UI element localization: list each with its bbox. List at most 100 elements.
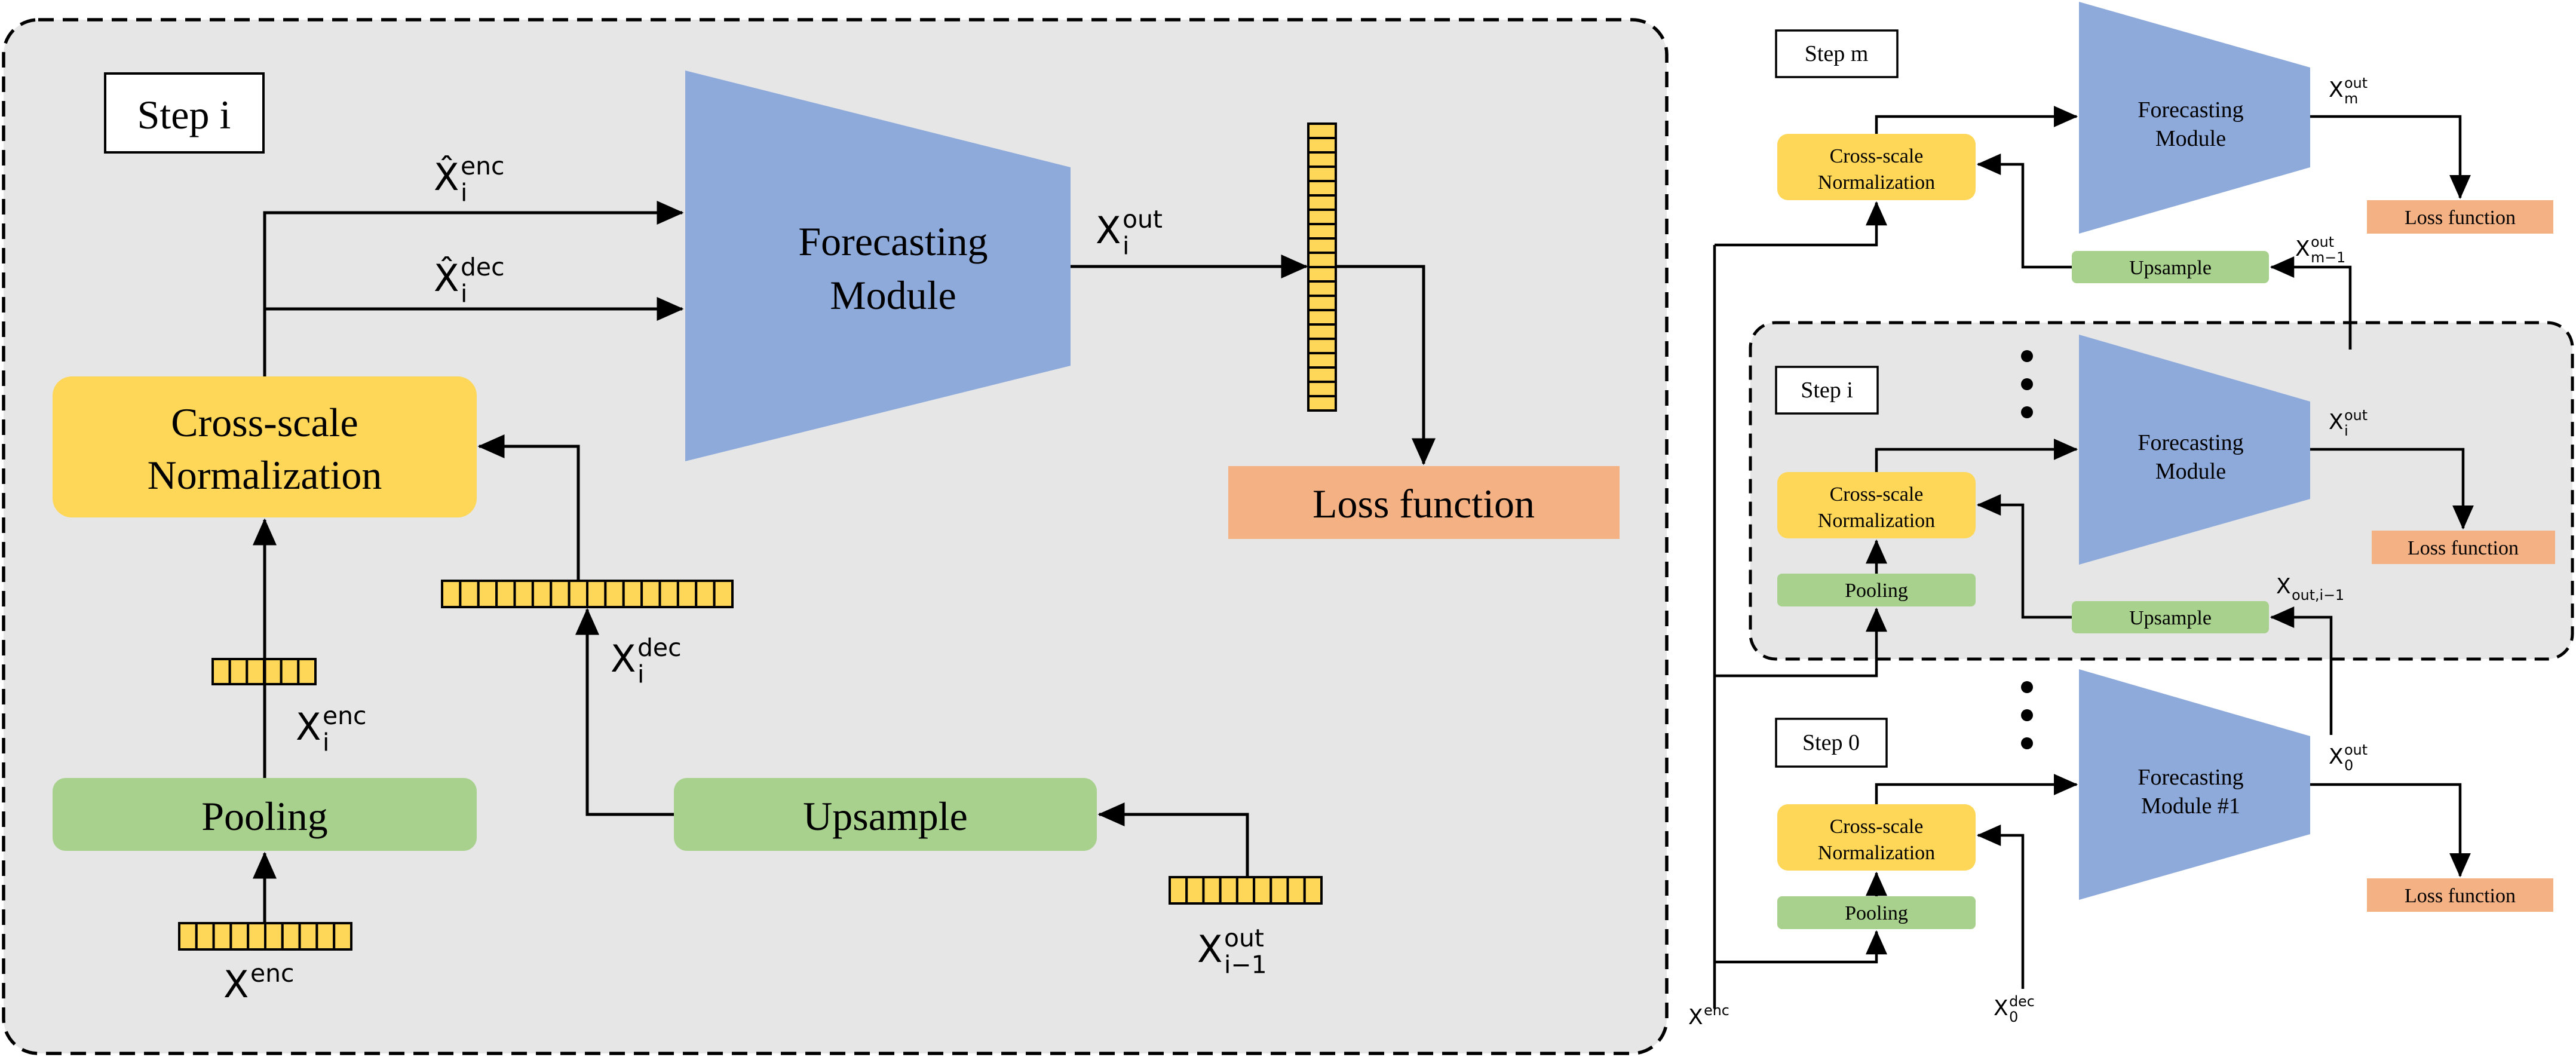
step-i-loss-function[interactable] [2372,531,2555,564]
math-subscript: m−1 [2311,249,2345,266]
left-cross-scale-normalization[interactable] [53,376,477,517]
tensor-cell [1185,876,1205,905]
step-0-label-box [1775,718,1888,768]
tensor-cell [297,658,317,685]
left-pooling[interactable] [53,778,477,851]
tensor-cell [1307,395,1337,412]
math-subscript: i [2344,422,2348,439]
step-i-cross-scale-normalization[interactable] [1777,472,1976,538]
tensor-cell [1307,266,1337,283]
left-step-label-box [104,72,265,154]
step-m-edge-upsample-to-norm [1976,154,2072,269]
math-variable: X [611,637,636,681]
math-variable: X [1994,996,2008,1021]
left-loss-function[interactable] [1228,466,1620,539]
ellipsis-dot [2021,681,2033,693]
tensor-cell [247,922,267,951]
math-subscript: 0 [2344,757,2353,774]
step-0-edge-norm-to-module [1875,774,2078,804]
edge-dec-to-norm [477,434,580,581]
tensor-cell [531,580,553,608]
math-superscript: dec [2009,993,2035,1010]
tensor-strip-dec [441,580,734,608]
ellipsis-dot [2021,350,2033,362]
math-subscript: 0 [2009,1009,2018,1025]
tensor-cell [495,580,516,608]
tensor-cell [1307,137,1337,154]
step-i-edge-upsample-to-norm [1976,494,2072,619]
math-variable: X [1688,1005,1703,1030]
tensor-cell [315,922,336,951]
step-0-pooling[interactable] [1777,896,1976,929]
tensor-cell [1269,876,1289,905]
right-step-0: Step 0 Forecasting Module #1 Cross-scale… [1715,669,2553,989]
step-0-edge-trunk-to-pooling [1715,930,1887,964]
step-i-upsample[interactable] [2072,601,2269,633]
tensor-cell [264,922,284,951]
tensor-cell [441,580,462,608]
tensor-cell [1235,876,1256,905]
step-i-module-label-2: Module [2155,459,2226,484]
step-m-cross-scale-normalization[interactable] [1777,134,1976,200]
step-0-pooling-label: Pooling [1845,902,1908,924]
tensor-cell [658,580,679,608]
step-0-edge-dec-to-norm [1976,825,2025,989]
step-m-label-box [1775,29,1899,78]
left-forecasting-module[interactable] [685,71,1071,461]
left-normalization-label-2: Normalization [148,452,382,498]
left-normalization-label-1: Cross-scale [171,400,358,445]
step-0-loss-function[interactable] [2367,878,2553,912]
math-superscript: out [2311,234,2334,250]
step-0-module-label-1: Forecasting [2138,765,2243,790]
step-m-upsample[interactable] [2072,251,2269,283]
tensor-cell [333,922,353,951]
math-superscript: enc [1704,1002,1729,1019]
left-panel: Step i Forecasting Module Cross-scale No… [2,18,1669,1055]
math-superscript: out [2344,75,2368,91]
math-variable: X [2329,410,2344,434]
left-loss-function-label: Loss function [1312,481,1535,526]
math-variable: X [2329,745,2344,769]
math-variable: X [1096,209,1121,252]
tensor-cell [1307,209,1337,225]
math-variable: X [1197,927,1222,971]
step-m-forecasting-module[interactable] [2079,2,2310,234]
step-i-edge-prev-to-upsample [2270,606,2333,717]
step-m-loss-function[interactable] [2367,200,2553,234]
tensor-cell [1253,876,1272,905]
step-0-forecasting-module[interactable] [2079,669,2310,900]
tensor-cell [513,580,534,608]
edge-out-prev-to-upsample [1097,802,1249,877]
math-subscript: i−1 [1224,951,1267,979]
step-i-upsample-label: Upsample [2129,607,2212,629]
tensor-cell [1307,295,1337,311]
tensor-cell [1307,366,1337,383]
tensor-cell [1219,876,1238,905]
step-i-pooling[interactable] [1777,574,1976,606]
tensor-cell [1307,309,1337,326]
left-forecasting-module-label-2: Module [830,272,956,318]
math-variable: X̂ [434,256,459,300]
tensor-cell [1169,876,1188,905]
right-step-i: Step i Forecasting Module Cross-scale No… [1715,323,2555,717]
tensor-cell [604,580,625,608]
left-forecasting-module-label-1: Forecasting [798,219,988,264]
step-i-pooling-label: Pooling [1845,580,1908,602]
tensor-cell [713,580,734,608]
step-0-norm-label-1: Cross-scale [1830,816,1924,838]
step-m-module-label-1: Forecasting [2138,97,2243,122]
step-0-cross-scale-normalization[interactable] [1777,804,1976,871]
tensor-cell [281,922,301,951]
tensor-cell [1307,180,1337,197]
step-0-norm-label-2: Normalization [1818,842,1935,864]
step-0-label: Step 0 [1802,730,1860,755]
left-upsample[interactable] [674,778,1097,851]
tensor-cell [568,580,588,608]
step-i-forecasting-module[interactable] [2079,335,2310,565]
right-step-m: Step m Forecasting Module Cross-scale No… [1715,2,2553,350]
